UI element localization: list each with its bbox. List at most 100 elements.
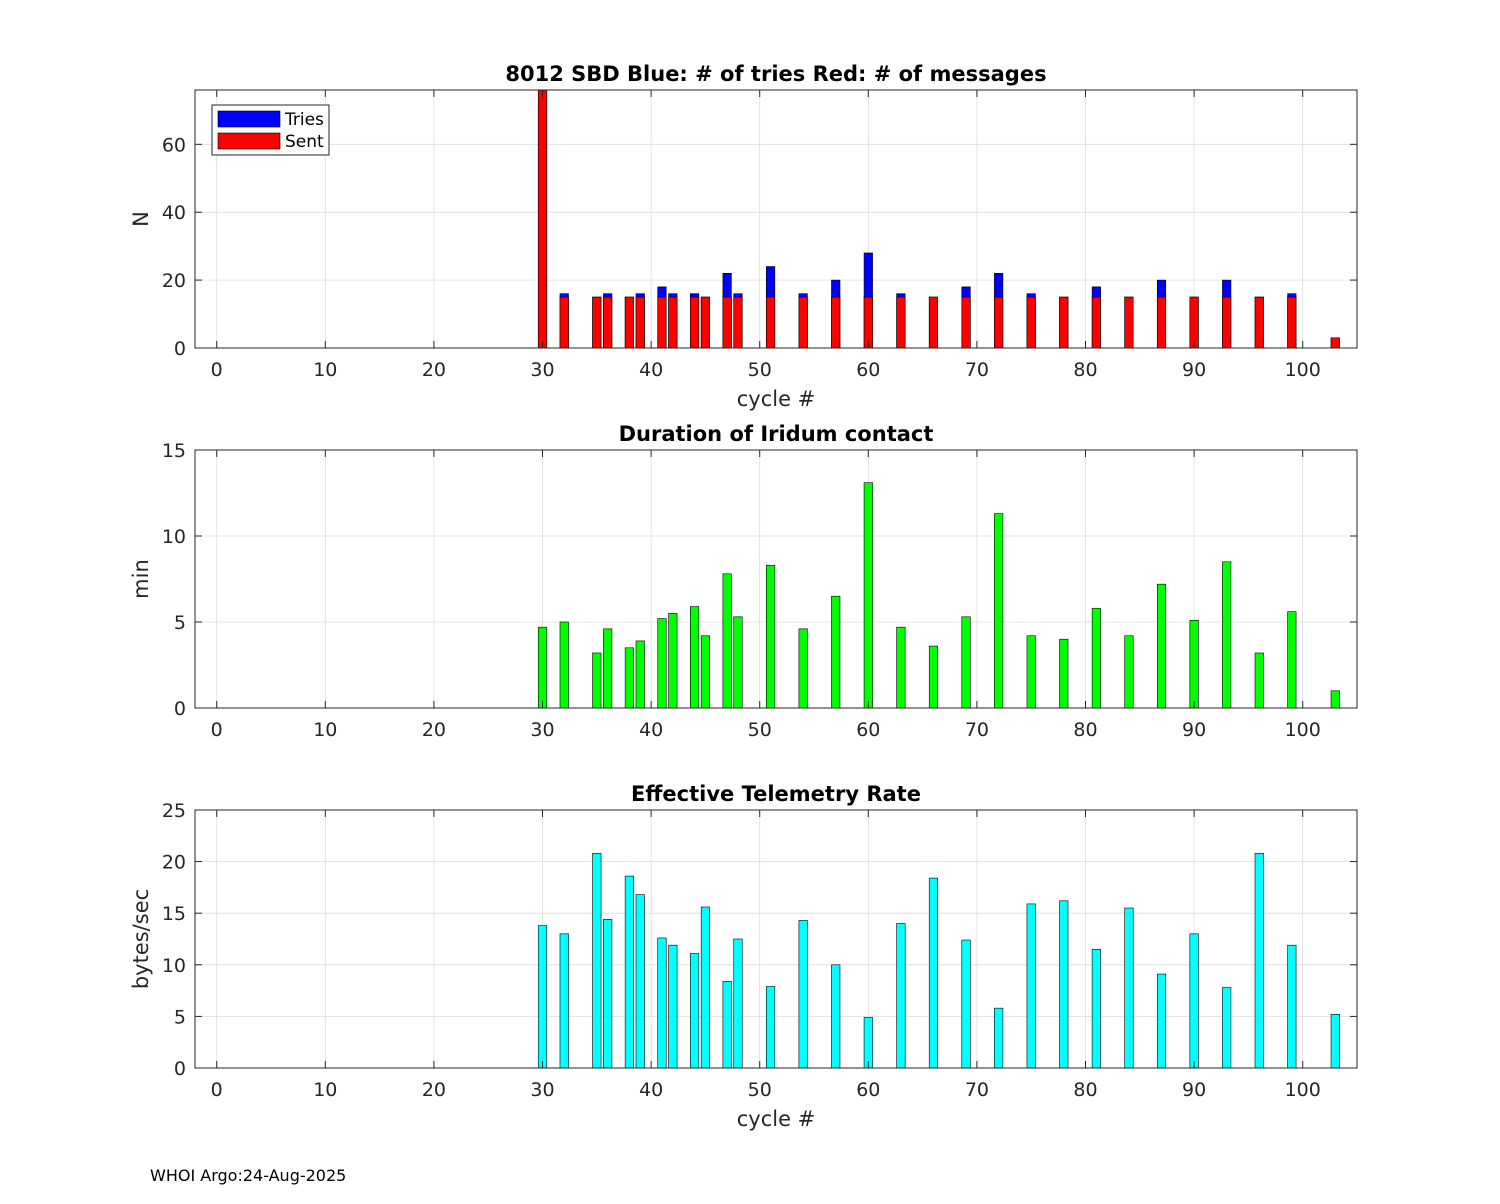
- telemetry-rate-bar: [831, 964, 841, 1069]
- duration-xtick-label: 90: [1182, 719, 1206, 741]
- telemetry-rate-axes-frame: [194, 809, 1358, 1069]
- tries-sent-xtick-label: 90: [1182, 359, 1206, 381]
- duration-panel: 0 10 20 30 40 50 60 70 80 90 100 0 5 10 15 Duration of …: [129, 422, 1358, 741]
- duration-xtick-label: 50: [748, 719, 772, 741]
- tries-sent-bar-sent: [1124, 296, 1134, 349]
- duration-bar: [733, 616, 743, 709]
- tries-sent-bar-sent: [624, 296, 634, 349]
- tries-sent-ytick-label: 60: [162, 134, 186, 156]
- tries-sent-bar-sent: [592, 296, 602, 349]
- telemetry-rate-xtick-label: 30: [530, 1079, 554, 1101]
- duration-ytick-label: 5: [174, 612, 186, 634]
- duration-bar: [657, 618, 667, 709]
- tries-sent-bar-sent: [994, 296, 1004, 349]
- tries-sent-bar-sent: [657, 296, 667, 349]
- telemetry-rate-title: Effective Telemetry Rate: [631, 782, 921, 806]
- tries-sent-bar-sent: [831, 296, 841, 349]
- telemetry-rate-ytick-label: 15: [162, 903, 186, 925]
- telemetry-rate-ytick-label: 0: [174, 1058, 186, 1080]
- duration-bar: [1059, 638, 1069, 709]
- duration-xtick-label: 10: [313, 719, 337, 741]
- tries-sent-ytick-label: 0: [174, 338, 186, 360]
- tries-sent-xtick-label: 80: [1073, 359, 1097, 381]
- tries-sent-xtick-label: 100: [1285, 359, 1321, 381]
- duration-axes-frame: [194, 449, 1358, 709]
- tries-sent-bar-sent: [863, 296, 873, 349]
- telemetry-rate-bar: [1287, 944, 1297, 1069]
- duration-bar: [896, 626, 906, 709]
- duration-xtick-label: 80: [1073, 719, 1097, 741]
- telemetry-rate-bar: [668, 944, 678, 1069]
- telemetry-rate-ytick-label: 5: [174, 1006, 186, 1028]
- tries-sent-bar-sent: [603, 296, 613, 349]
- telemetry-rate-xtick-label: 70: [965, 1079, 989, 1101]
- duration-bar: [831, 595, 841, 709]
- duration-bar: [603, 628, 613, 709]
- duration-bar: [1156, 583, 1167, 709]
- telemetry-rate-bar: [863, 1017, 873, 1069]
- telemetry-rate-bar: [1156, 973, 1167, 1069]
- telemetry-rate-bar: [1026, 903, 1036, 1069]
- telemetry-rate-xtick-label: 0: [211, 1079, 223, 1101]
- duration-xtick-label: 20: [422, 719, 446, 741]
- telemetry-rate-xlabel: cycle #: [737, 1107, 816, 1131]
- telemetry-rate-bar: [1189, 933, 1199, 1069]
- duration-bar: [994, 513, 1004, 709]
- telemetry-rate-bar: [896, 923, 906, 1069]
- tries-sent-bar-sent: [1222, 296, 1232, 349]
- duration-xtick-label: 70: [965, 719, 989, 741]
- legend-swatch-tries: [217, 110, 281, 128]
- tries-sent-xtick-label: 30: [530, 359, 554, 381]
- telemetry-rate-xtick-label: 40: [639, 1079, 663, 1101]
- telemetry-rate-xtick-label: 60: [856, 1079, 880, 1101]
- duration-ytick-label: 15: [162, 440, 186, 462]
- duration-bar: [635, 640, 645, 709]
- telemetry-rate-bar: [657, 937, 667, 1069]
- telemetry-rate-bar: [1254, 853, 1264, 1069]
- duration-axes-bg: [195, 450, 1357, 708]
- duration-ytick-label: 0: [174, 698, 186, 720]
- tries-sent-panel: 0 10 20 30 40 50 60 70 80 90 100 0 20 40 60 8012 SBD Bl…: [129, 62, 1358, 411]
- duration-bar: [700, 635, 710, 709]
- duration-bar: [592, 652, 602, 709]
- tries-sent-ytick-label: 40: [162, 202, 186, 224]
- tries-sent-xtick-label: 70: [965, 359, 989, 381]
- duration-bar: [1091, 607, 1101, 709]
- tries-sent-axes-bg: [195, 90, 1357, 348]
- tries-sent-bar-sent: [559, 296, 569, 349]
- telemetry-rate-axes-bg: [195, 810, 1357, 1068]
- tries-sent-bar-sent: [722, 296, 732, 349]
- tries-sent-bar-sent: [896, 296, 906, 349]
- duration-bar: [668, 613, 678, 709]
- tries-sent-bar-sent: [766, 296, 776, 349]
- duration-bar: [1254, 652, 1264, 709]
- duration-bar: [624, 647, 634, 709]
- telemetry-rate-ytick-label: 20: [162, 852, 186, 874]
- duration-ylabel: min: [129, 559, 153, 599]
- duration-bar: [722, 573, 732, 709]
- telemetry-rate-bar: [1091, 949, 1101, 1069]
- telemetry-rate-bar: [1059, 900, 1069, 1069]
- tries-sent-bar-sent: [1091, 296, 1101, 349]
- duration-xtick-label: 30: [530, 719, 554, 741]
- duration-bar: [1287, 611, 1297, 709]
- duration-bar: [928, 645, 939, 709]
- duration-bar: [766, 564, 776, 709]
- duration-bar: [798, 628, 808, 709]
- duration-bar: [1222, 561, 1232, 709]
- tries-sent-ylabel: N: [129, 211, 153, 227]
- telemetry-rate-bar: [994, 1007, 1004, 1069]
- tries-sent-bar-sent: [537, 89, 548, 349]
- tries-sent-bar-sent: [733, 296, 743, 349]
- tries-sent-bar-sent: [928, 296, 939, 349]
- tries-sent-bar-sent: [1330, 337, 1340, 349]
- tries-sent-xtick-label: 40: [639, 359, 663, 381]
- duration-xtick-label: 60: [856, 719, 880, 741]
- tries-sent-bar-sent: [961, 296, 971, 349]
- tries-sent-ytick-label: 20: [162, 270, 186, 292]
- telemetry-rate-xtick-label: 20: [422, 1079, 446, 1101]
- telemetry-rate-ylabel: bytes/sec: [129, 889, 153, 989]
